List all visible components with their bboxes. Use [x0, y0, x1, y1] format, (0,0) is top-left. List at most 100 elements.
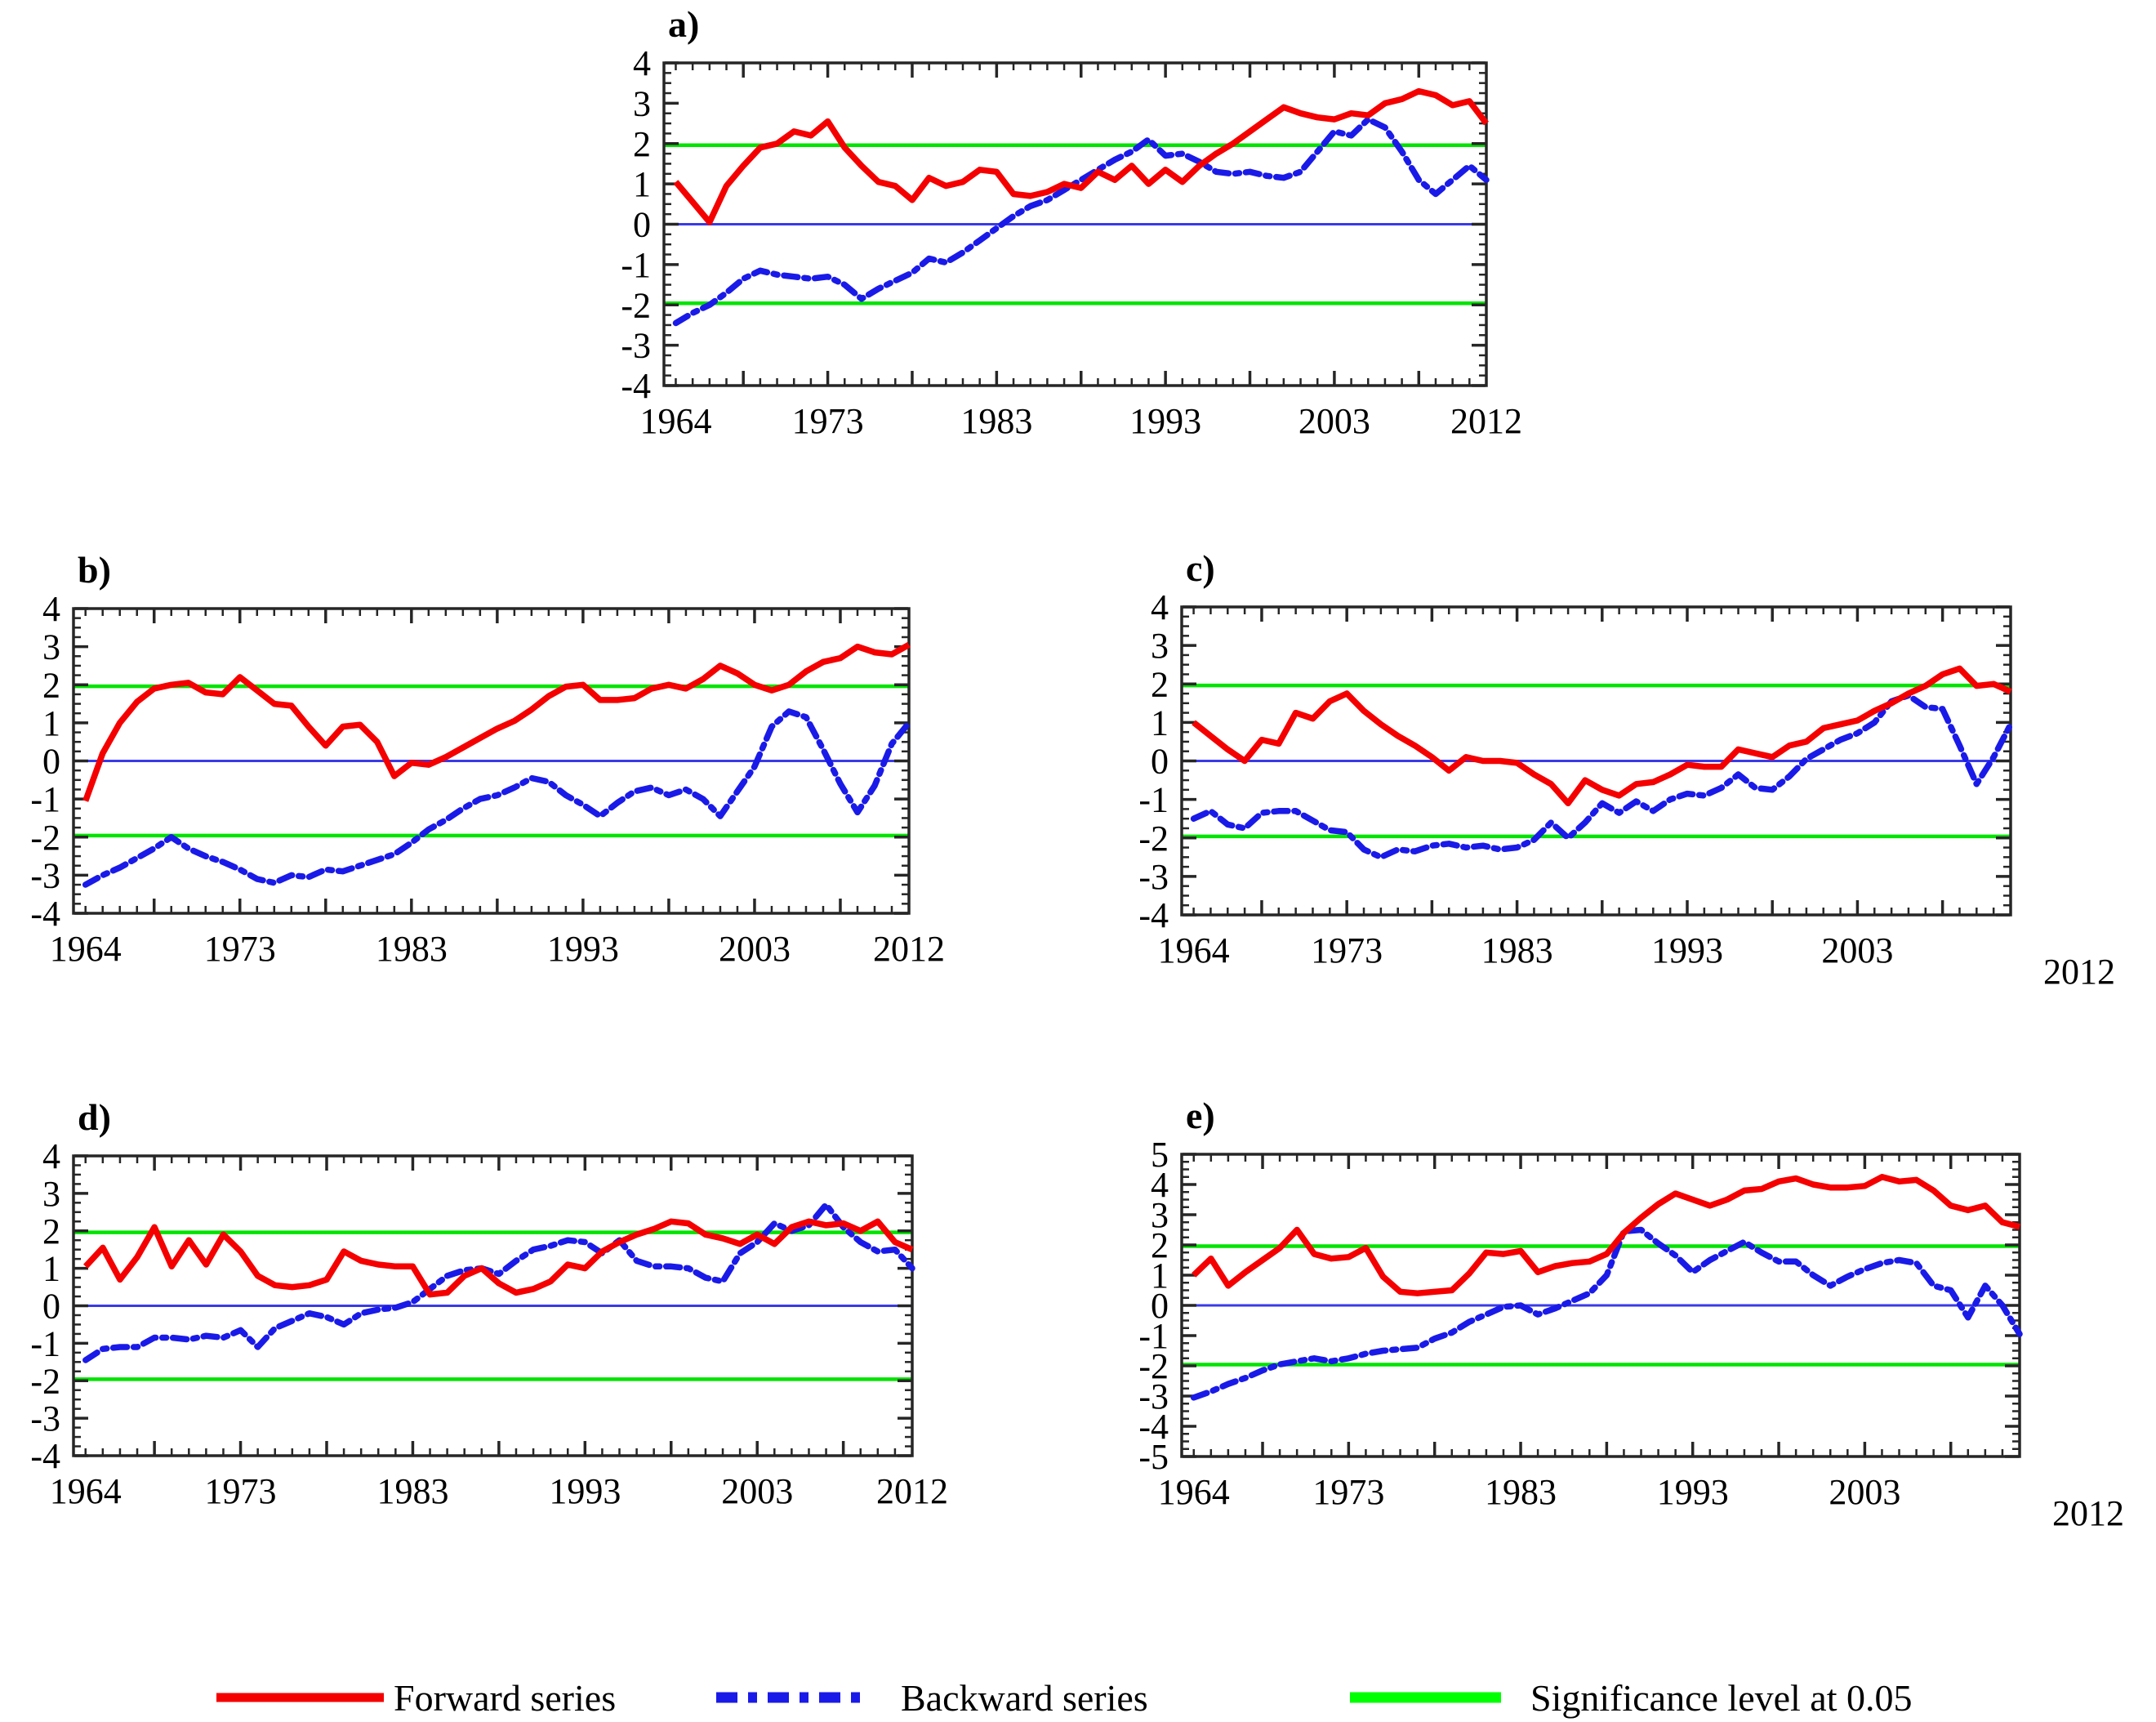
y-tick-label: 3: [42, 627, 60, 667]
y-tick-label: -4: [621, 366, 651, 406]
y-tick-label: 0: [42, 1287, 60, 1327]
y-tick-label: 0: [633, 205, 651, 245]
x-tick-label: 2003: [719, 929, 791, 969]
backward-series-line: [82, 708, 912, 888]
x-tick-label: 1964: [50, 929, 122, 969]
x-tick-label: 1983: [1481, 930, 1553, 970]
x-tick-label: 1993: [549, 1471, 621, 1511]
x-tick-label: 1964: [639, 401, 711, 441]
y-tick-label: 3: [1151, 1195, 1169, 1235]
panel-label-c: c): [1186, 547, 1215, 589]
y-tick-label: 1: [42, 1249, 60, 1289]
plot-frame: [72, 607, 911, 915]
y-tick-label: -3: [1138, 1376, 1169, 1416]
y-tick-label: 4: [1151, 587, 1169, 627]
x-tick-label: 1973: [1311, 930, 1383, 970]
x-tick-label: 2012: [1450, 401, 1522, 441]
panel-label-d: d): [78, 1096, 111, 1138]
panel-label-e: e): [1186, 1095, 1215, 1136]
legend: Forward series Backward series Significa…: [216, 1677, 1913, 1719]
x-tick-label: 1983: [960, 401, 1032, 441]
y-tick-label: 3: [633, 83, 651, 123]
panel-label-b: b): [78, 549, 111, 591]
x-tick-label: 1964: [1158, 1472, 1230, 1512]
plot-frame: [72, 1154, 914, 1457]
x-tick-label: 1973: [792, 401, 864, 441]
backward-series-line: [1190, 1226, 2023, 1401]
y-tick-label: -1: [1138, 780, 1169, 820]
y-tick-label: -4: [1138, 895, 1169, 935]
x-tick-label: 2003: [1821, 930, 1893, 970]
y-tick-label: 2: [42, 665, 60, 705]
y-tick-label: 1: [1151, 1256, 1169, 1296]
forward-series-line: [82, 642, 911, 802]
y-tick-label: -4: [1138, 1407, 1169, 1447]
x-tick-label: 2003: [721, 1471, 793, 1511]
y-tick-label: -2: [621, 285, 651, 325]
backward-series-line: [672, 116, 1490, 327]
y-tick-label: 1: [633, 164, 651, 204]
y-tick-label: 4: [42, 589, 60, 629]
x-tick-label: 1993: [1129, 401, 1201, 441]
y-tick-label: 1: [42, 703, 60, 743]
forward-series-line: [83, 1218, 914, 1298]
y-tick-label: 2: [633, 124, 651, 164]
x-tick-label: 1993: [547, 929, 619, 969]
y-tick-label: -2: [30, 818, 60, 858]
forward-series-line: [673, 87, 1489, 225]
x-tick-label: 1973: [205, 1471, 277, 1511]
y-tick-label: 4: [42, 1136, 60, 1176]
panel-label-a: a): [668, 3, 699, 45]
y-tick-label: -3: [1138, 857, 1169, 897]
y-tick-label: 3: [1151, 626, 1169, 666]
y-tick-label: 2: [1151, 1225, 1169, 1265]
y-tick-label: -2: [30, 1361, 60, 1401]
y-tick-label: -1: [30, 779, 60, 819]
y-tick-label: -3: [30, 1399, 60, 1439]
x-tick-label: 1983: [376, 929, 448, 969]
y-tick-label: 4: [633, 43, 651, 83]
y-tick-label: -4: [30, 1436, 60, 1476]
x-tick-label: 2003: [1829, 1472, 1900, 1512]
y-tick-label: -2: [1138, 1346, 1169, 1386]
legend-significance-label: Significance level at 0.05: [1530, 1677, 1913, 1719]
plot-frame: [1180, 1153, 2021, 1458]
y-tick-label: -2: [1138, 819, 1169, 859]
y-tick-label: 0: [1151, 1286, 1169, 1326]
x-tick-label: 1993: [1657, 1472, 1729, 1512]
y-tick-label: 2: [1151, 664, 1169, 704]
y-tick-label: -1: [1138, 1316, 1169, 1356]
x-tick-label: 1964: [50, 1471, 122, 1511]
x-tick-label: 1993: [1651, 930, 1723, 970]
y-tick-label: 0: [42, 742, 60, 782]
y-tick-label: 0: [1151, 742, 1169, 782]
x-tick-label: 2003: [1298, 401, 1370, 441]
y-tick-label: 2: [42, 1211, 60, 1251]
x-tick-label: 2012: [2043, 952, 2115, 992]
x-tick-label: 2012: [876, 1471, 948, 1511]
x-tick-label: 1983: [376, 1471, 448, 1511]
forward-series-line: [1192, 665, 2012, 807]
y-tick-label: -1: [30, 1323, 60, 1363]
legend-backward-label: Backward series: [901, 1677, 1148, 1719]
x-tick-label: 2012: [2052, 1493, 2124, 1533]
x-tick-label: 1983: [1485, 1472, 1557, 1512]
y-tick-label: 4: [1151, 1165, 1169, 1205]
backward-series-line: [82, 1201, 915, 1363]
y-tick-label: -4: [30, 894, 60, 934]
y-tick-label: -3: [30, 855, 60, 895]
x-tick-label: 1973: [1312, 1472, 1384, 1512]
x-tick-label: 1964: [1158, 930, 1230, 970]
y-tick-label: 3: [42, 1174, 60, 1214]
x-tick-label: 2012: [873, 929, 945, 969]
plot-frame: [1180, 605, 2012, 917]
x-tick-label: 1973: [204, 929, 276, 969]
y-tick-label: 5: [1151, 1135, 1169, 1175]
y-tick-label: -1: [621, 245, 651, 285]
